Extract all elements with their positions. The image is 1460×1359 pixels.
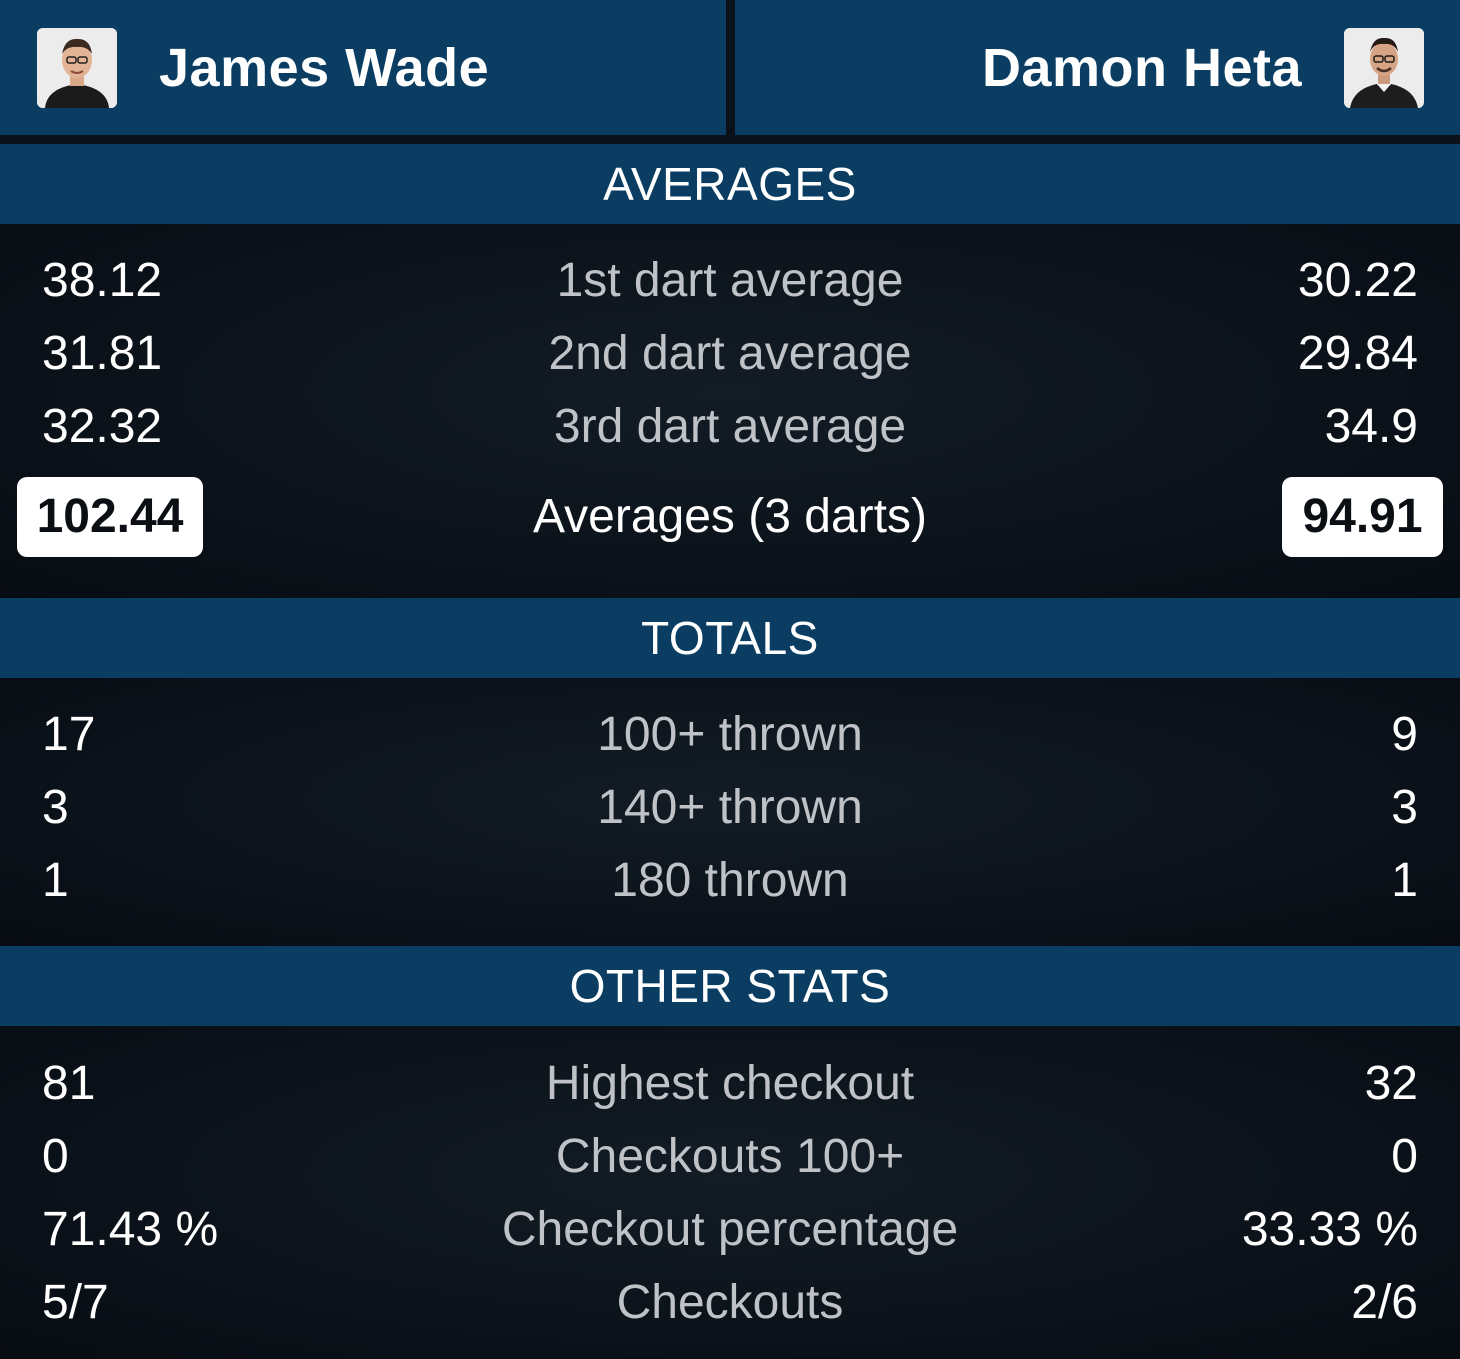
stat-row: 81 Highest checkout 32: [0, 1047, 1460, 1120]
section-other-stats: 81 Highest checkout 32 0 Checkouts 100+ …: [0, 1026, 1460, 1359]
stat-value-right: 0: [1391, 1130, 1418, 1183]
stat-value-left: 81: [42, 1057, 96, 1110]
player-name-left: James Wade: [159, 37, 490, 98]
section-header-other-stats: OTHER STATS: [0, 946, 1460, 1026]
stat-value-left: 1: [42, 854, 69, 907]
stat-row: 17 100+ thrown 9: [0, 698, 1460, 771]
stat-label: Checkouts 100+: [555, 1130, 905, 1183]
stat-value-right: 2/6: [1351, 1276, 1418, 1329]
player-name-right: Damon Heta: [981, 37, 1302, 98]
stat-row: 1 180 thrown 1: [0, 844, 1460, 917]
stat-label: 2nd dart average: [548, 327, 912, 380]
player-left[interactable]: James Wade: [0, 0, 726, 135]
stat-row: 71.43 % Checkout percentage 33.33 %: [0, 1193, 1460, 1266]
stat-row: 31.81 2nd dart average 29.84: [0, 317, 1460, 390]
stat-label: Checkout percentage: [501, 1203, 959, 1256]
section-header-averages: AVERAGES: [0, 144, 1460, 224]
player-avatar-icon: [1344, 27, 1424, 108]
stat-row: 38.12 1st dart average 30.22: [0, 244, 1460, 317]
stat-value-left: 32.32: [42, 400, 163, 453]
stat-row: 3 140+ thrown 3: [0, 771, 1460, 844]
player-right[interactable]: Damon Heta: [735, 0, 1460, 135]
stat-value-left: 31.81: [42, 327, 163, 380]
stat-row: 32.32 3rd dart average 34.9: [0, 390, 1460, 463]
stat-value-left: 3: [42, 781, 69, 834]
stat-value-right: 34.9: [1324, 400, 1418, 453]
player-header: James Wade Damon Heta: [0, 0, 1460, 143]
stat-value-right: 30.22: [1297, 254, 1418, 307]
stat-value-right: 32: [1364, 1057, 1418, 1110]
stat-label: 180 thrown: [611, 854, 849, 907]
stat-label: 100+ thrown: [597, 708, 863, 761]
stat-value-left: 17: [42, 708, 96, 761]
stat-row: 5/7 Checkouts 2/6: [0, 1266, 1460, 1339]
stat-label-total: Averages (3 darts): [533, 490, 927, 543]
stat-value-right: 9: [1391, 708, 1418, 761]
section-totals: 17 100+ thrown 9 3 140+ thrown 3 1 180 t…: [0, 678, 1460, 946]
total-average-left-badge: 102.44: [17, 477, 203, 557]
stat-label: Checkouts: [616, 1276, 844, 1329]
stat-label: 1st dart average: [556, 254, 904, 307]
stat-label: 140+ thrown: [597, 781, 863, 834]
stat-value-right: 3: [1391, 781, 1418, 834]
stat-value-right: 29.84: [1297, 327, 1418, 380]
stat-value-left: 5/7: [42, 1276, 109, 1329]
total-average-right-badge: 94.91: [1282, 477, 1443, 557]
stat-row-total: 102.44 Averages (3 darts) 94.91: [0, 472, 1460, 562]
stat-label: 3rd dart average: [553, 400, 907, 453]
player-avatar-icon: [37, 27, 117, 108]
section-title-other-stats: OTHER STATS: [569, 960, 891, 1012]
section-title-averages: AVERAGES: [603, 158, 857, 210]
stat-value-left: 0: [42, 1130, 69, 1183]
stat-value-left: 38.12: [42, 254, 163, 307]
section-header-totals: TOTALS: [0, 598, 1460, 678]
stat-label: Highest checkout: [545, 1057, 915, 1110]
stat-value-right: 1: [1391, 854, 1418, 907]
section-title-totals: TOTALS: [641, 612, 819, 664]
stat-value-left: 71.43 %: [42, 1203, 219, 1256]
stat-row: 0 Checkouts 100+ 0: [0, 1120, 1460, 1193]
stat-value-right: 33.33 %: [1241, 1203, 1418, 1256]
section-averages: 38.12 1st dart average 30.22 31.81 2nd d…: [0, 224, 1460, 598]
